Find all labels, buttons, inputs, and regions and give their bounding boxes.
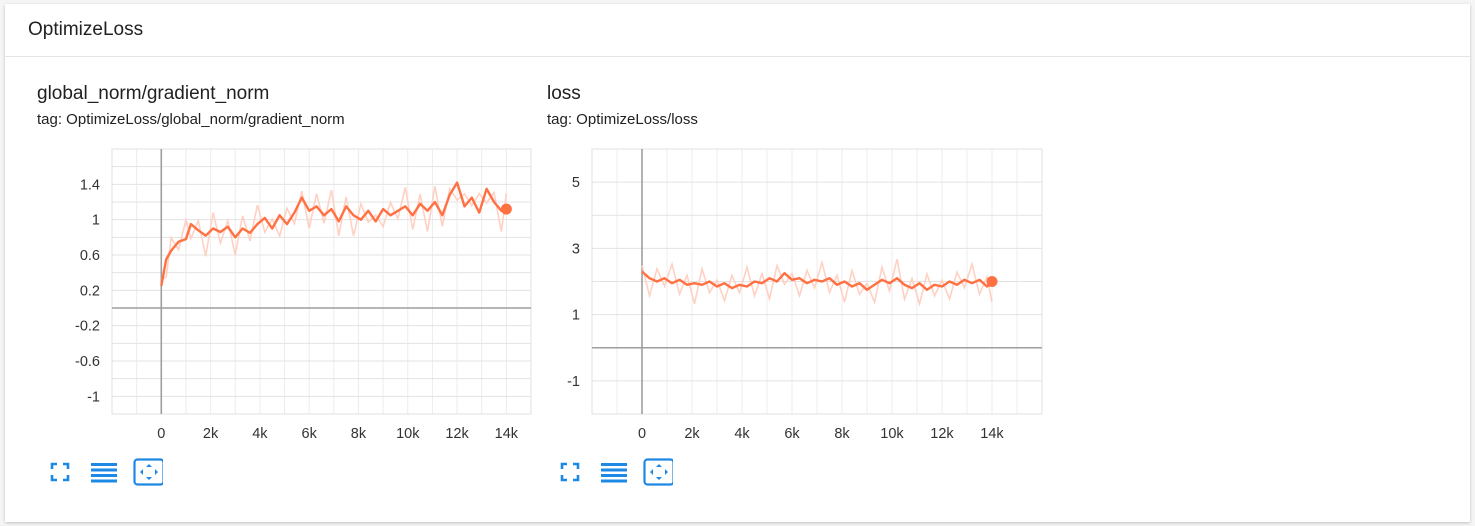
y-tick-label: -1 xyxy=(87,389,100,405)
series-raw-line xyxy=(641,258,993,307)
x-tick-label: 12k xyxy=(445,426,469,442)
series-line xyxy=(160,181,507,287)
group-title: OptimizeLoss xyxy=(28,19,144,40)
fullscreen-button[interactable] xyxy=(555,458,585,486)
scalar-card-gradient-norm: global_norm/gradient_norm tag: OptimizeL… xyxy=(37,83,537,493)
card-tag: tag: OptimizeLoss/global_norm/gradient_n… xyxy=(37,111,345,128)
x-tick-label: 4k xyxy=(734,426,750,442)
fit-domain-button[interactable] xyxy=(133,458,163,486)
toggle-log-scale-button[interactable] xyxy=(89,458,119,486)
fit-domain-button[interactable] xyxy=(643,458,673,486)
x-tick-label: 10k xyxy=(396,426,420,442)
x-tick-label: 4k xyxy=(252,426,268,442)
series-line xyxy=(641,270,993,291)
x-tick-label: 8k xyxy=(834,426,850,442)
fullscreen-icon xyxy=(560,462,580,482)
optimize-loss-group: OptimizeLoss xyxy=(5,4,1470,522)
y-tick-label: 0.6 xyxy=(80,248,100,264)
card-toolbar xyxy=(555,458,673,486)
y-tick-label: -0.6 xyxy=(75,354,100,370)
card-title: loss xyxy=(547,83,581,104)
fullscreen-button[interactable] xyxy=(45,458,75,486)
x-tick-label: 10k xyxy=(880,426,904,442)
fit-domain-icon xyxy=(133,458,163,486)
series-last-point xyxy=(986,276,998,287)
plot-frame xyxy=(111,148,532,415)
y-tick-label: 5 xyxy=(572,175,580,191)
group-header[interactable]: OptimizeLoss xyxy=(5,4,1470,57)
x-tick-label: 8k xyxy=(351,426,367,442)
x-tick-label: 2k xyxy=(203,426,219,442)
x-tick-label: 6k xyxy=(302,426,318,442)
toggle-log-scale-button[interactable] xyxy=(599,458,629,486)
y-tick-label: -1 xyxy=(567,374,580,390)
lines-icon xyxy=(601,463,627,483)
y-tick-label: 0.2 xyxy=(80,283,100,299)
x-tick-label: 0 xyxy=(638,426,646,442)
card-tag: tag: OptimizeLoss/loss xyxy=(547,111,698,128)
x-tick-label: 0 xyxy=(157,426,165,442)
fullscreen-icon xyxy=(50,462,70,482)
x-tick-label: 2k xyxy=(684,426,700,442)
series-last-point xyxy=(500,203,512,215)
lines-icon xyxy=(91,463,117,483)
chart-gradient-norm[interactable]: 0 2k 4k 6k 8k 10k 12k 14k 1.4 1 0.6 0.2 -0.2 -0.6 -1 xyxy=(37,83,537,453)
scalar-card-loss: loss tag: OptimizeLoss/loss 0 2k 4k 6k 8k 10k… xyxy=(547,83,1047,493)
y-tick-label: 1 xyxy=(92,213,100,229)
y-tick-label: 1.4 xyxy=(80,177,100,193)
x-tick-label: 14k xyxy=(980,426,1004,442)
series-raw-line xyxy=(160,185,508,281)
x-tick-label: 6k xyxy=(784,426,800,442)
plot-frame xyxy=(591,148,1043,415)
y-tick-label: -0.2 xyxy=(75,319,100,335)
x-tick-label: 14k xyxy=(495,426,519,442)
card-toolbar xyxy=(45,458,163,486)
y-tick-label: 3 xyxy=(572,241,580,257)
fit-domain-icon xyxy=(643,458,673,486)
x-tick-label: 12k xyxy=(930,426,954,442)
y-tick-label: 1 xyxy=(572,308,580,324)
chart-loss[interactable]: 0 2k 4k 6k 8k 10k 12k 14k 5 3 1 -1 xyxy=(547,83,1047,453)
card-title: global_norm/gradient_norm xyxy=(37,83,270,104)
